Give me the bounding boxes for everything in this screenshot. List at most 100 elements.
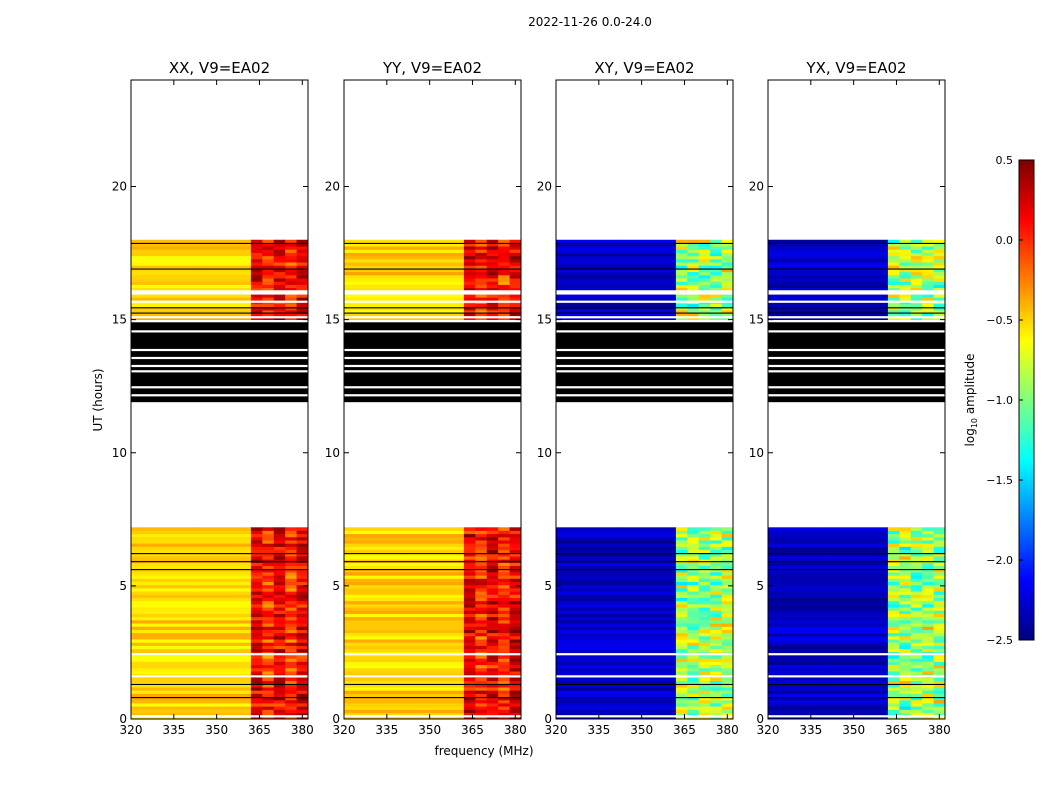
heatmap-cell (250, 667, 263, 672)
heatmap-cell (250, 281, 263, 285)
heatmap-cell (262, 552, 275, 557)
heatmap-cell (250, 306, 263, 311)
heatmap-cell (899, 610, 912, 614)
heatmap-cell (887, 706, 900, 710)
heatmap-cell (721, 610, 734, 614)
heatmap-cell (262, 556, 275, 560)
heatmap-cell (250, 559, 263, 563)
heatmap-cell (131, 639, 195, 643)
colorbar-segment (1019, 548, 1034, 553)
heatmap-cell (698, 265, 711, 269)
heatmap-cell (262, 310, 275, 314)
heatmap-cell (556, 575, 620, 579)
heatmap-cell (509, 262, 522, 266)
heatmap-cell (910, 303, 923, 308)
heatmap-cell (887, 591, 900, 595)
heatmap-cell (721, 671, 734, 675)
heatmap-cell (344, 709, 408, 714)
heatmap-cell (285, 706, 297, 710)
heatmap-cell (768, 677, 832, 682)
heatmap-cell (273, 639, 286, 643)
colorbar-segment (1019, 600, 1034, 605)
heatmap-cell (131, 278, 195, 282)
heatmap-cell (687, 616, 700, 621)
heatmap-cell (698, 658, 711, 662)
heatmap-cell (933, 252, 946, 257)
heatmap-cell (296, 258, 309, 263)
heatmap-cell (486, 683, 499, 688)
heatmap-cell (486, 687, 499, 691)
heatmap-cell (922, 667, 934, 672)
heatmap-cell (296, 591, 309, 595)
heatmap-cell (675, 252, 688, 257)
heatmap-cell (475, 588, 488, 592)
colorbar-segment (1019, 336, 1034, 341)
heatmap-cell (710, 693, 722, 698)
heatmap-cell (344, 600, 408, 605)
heatmap-cell (768, 552, 832, 557)
heatmap-cell (910, 658, 923, 662)
heatmap-cell (830, 572, 889, 576)
heatmap-cell (675, 693, 688, 698)
heatmap-cell (899, 294, 912, 298)
heatmap-cell (296, 274, 309, 279)
heatmap-cell (250, 600, 263, 605)
heatmap-cell (498, 687, 510, 691)
heatmap-cell (344, 565, 408, 570)
heatmap-cell (285, 680, 297, 685)
heatmap-cell (131, 610, 195, 614)
heatmap-cell (262, 584, 275, 589)
heatmap-cell (933, 268, 946, 273)
heatmap-cell (698, 703, 711, 707)
heatmap-cell (344, 271, 408, 276)
heatmap-cell (498, 536, 510, 541)
heatmap-cell (475, 303, 488, 308)
heatmap-cell (131, 543, 195, 547)
heatmap-cell (556, 546, 620, 551)
heatmap-cell (710, 703, 722, 707)
heatmap-cell (887, 693, 900, 698)
heatmap-cell (262, 690, 275, 694)
heatmap-cell (618, 559, 677, 563)
y-tick-label: 10 (749, 446, 764, 460)
heatmap-cell (193, 246, 252, 250)
heatmap-cell (933, 536, 946, 541)
heatmap-cell (131, 671, 195, 675)
colorbar-tick-label: 0.5 (996, 154, 1014, 167)
heatmap-cell (933, 249, 946, 253)
heatmap-cell (344, 629, 408, 634)
heatmap-cell (899, 616, 912, 621)
heatmap-cell (498, 575, 510, 579)
heatmap-cell (698, 536, 711, 541)
heatmap-cell (910, 297, 923, 301)
heatmap-cell (675, 242, 688, 247)
colorbar-segment (1019, 544, 1034, 549)
heatmap-cell (486, 565, 499, 570)
heatmap-cell (922, 313, 934, 317)
heatmap-cell (675, 310, 688, 314)
heatmap-cell (710, 568, 722, 573)
heatmap-cell (933, 239, 946, 244)
heatmap-cell (344, 281, 408, 285)
heatmap-cell (710, 565, 722, 570)
heatmap-cell (344, 715, 408, 720)
heatmap-cell (463, 626, 476, 630)
flagged-gap-line (344, 348, 521, 352)
heatmap-cell (556, 559, 620, 563)
heatmap-cell (498, 271, 510, 276)
flagged-gap-line (556, 370, 733, 373)
heatmap-cell (721, 268, 734, 273)
heatmap-cell (618, 540, 677, 544)
heatmap-cell (899, 530, 912, 535)
heatmap-cell (509, 249, 522, 253)
heatmap-cell (498, 297, 510, 301)
heatmap-cell (910, 278, 923, 282)
heatmap-cell (475, 619, 488, 624)
heatmap-cell (899, 648, 912, 653)
heatmap-cell (131, 284, 195, 289)
heatmap-cell (910, 530, 923, 535)
heatmap-cell (721, 306, 734, 311)
heatmap-cell (687, 661, 700, 666)
heatmap-cell (262, 709, 275, 714)
heatmap-cell (463, 536, 476, 541)
